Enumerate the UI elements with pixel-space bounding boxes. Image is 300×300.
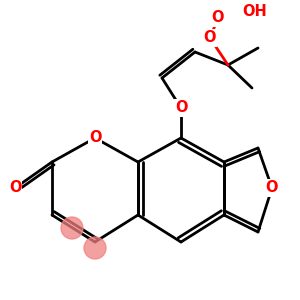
Circle shape (84, 237, 106, 259)
Text: O: O (204, 31, 216, 46)
Text: O: O (89, 130, 101, 146)
Text: O: O (212, 11, 224, 26)
Text: O: O (9, 181, 21, 196)
Text: OH: OH (242, 4, 267, 20)
Text: O: O (266, 181, 278, 196)
Circle shape (61, 217, 83, 239)
Text: O: O (175, 100, 187, 116)
